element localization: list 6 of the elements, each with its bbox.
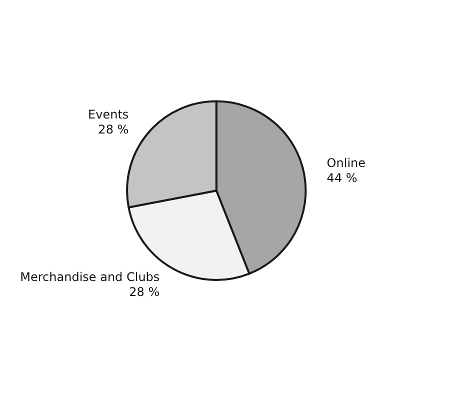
slice-label: Merchandise and Clubs [20,270,160,284]
data-label: 28 % [98,122,129,137]
data-label: 44 % [326,171,358,186]
slice-label: Online [326,156,366,170]
slice-label: Events [88,108,129,122]
data-label: 28 % [129,285,160,300]
